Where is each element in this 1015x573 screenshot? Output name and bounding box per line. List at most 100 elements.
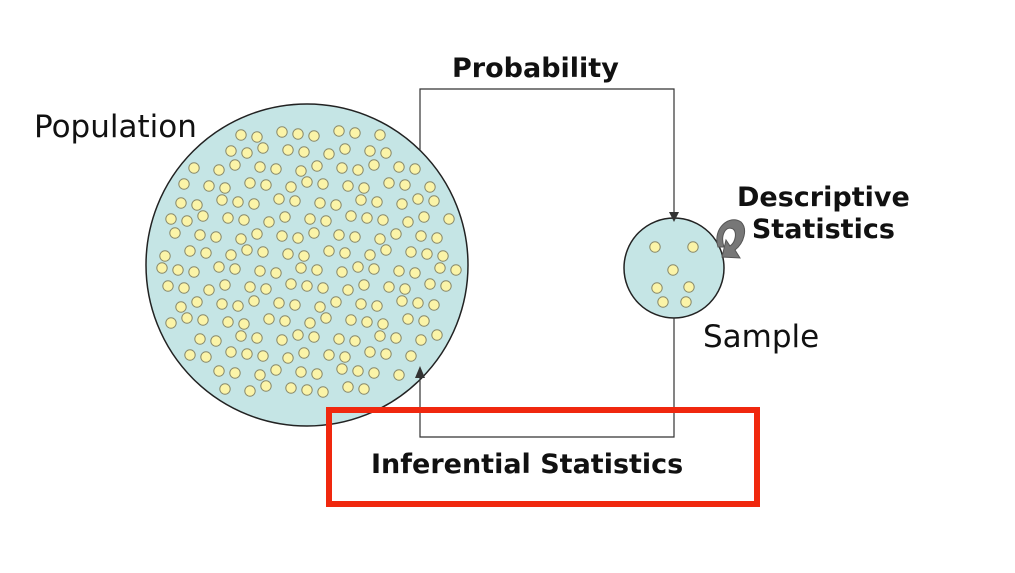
population-dot xyxy=(235,129,247,141)
population-dot xyxy=(248,198,260,210)
population-dot xyxy=(222,212,234,224)
population-dot xyxy=(295,262,307,274)
population-dot xyxy=(380,244,392,256)
population-dot xyxy=(317,178,329,190)
population-dot xyxy=(405,246,417,258)
population-dot xyxy=(393,369,405,381)
population-dot xyxy=(254,369,266,381)
population-dot xyxy=(241,244,253,256)
population-dot xyxy=(320,215,332,227)
population-dot xyxy=(304,213,316,225)
population-dot xyxy=(314,301,326,313)
population-dot xyxy=(184,245,196,257)
population-dot xyxy=(260,380,272,392)
population-dot xyxy=(251,332,263,344)
sample-dots xyxy=(649,241,699,308)
population-dot xyxy=(374,233,386,245)
inferential-statistics-label: Inferential Statistics xyxy=(371,449,684,480)
population-dot xyxy=(336,363,348,375)
population-dot xyxy=(339,351,351,363)
population-dot xyxy=(409,267,421,279)
population-dot xyxy=(191,296,203,308)
population-dot xyxy=(200,247,212,259)
population-dot xyxy=(219,383,231,395)
population-dot xyxy=(295,165,307,177)
population-dot xyxy=(241,348,253,360)
descriptive-curved-arrow-icon xyxy=(716,219,746,259)
population-dot xyxy=(298,347,310,359)
population-dot xyxy=(431,232,443,244)
population-dot xyxy=(263,216,275,228)
population-dot xyxy=(320,312,332,324)
population-dot xyxy=(440,280,452,292)
population-dot xyxy=(298,146,310,158)
population-dot xyxy=(349,335,361,347)
population-dot xyxy=(311,264,323,276)
population-dot xyxy=(244,385,256,397)
population-dot xyxy=(418,211,430,223)
descriptive-statistics-label: Descriptive Statistics xyxy=(737,182,910,247)
population-dot xyxy=(254,161,266,173)
sample-dot xyxy=(683,281,695,293)
population-dot xyxy=(349,127,361,139)
population-dot xyxy=(213,365,225,377)
population-dot xyxy=(225,346,237,358)
population-dot xyxy=(361,316,373,328)
population-dot xyxy=(216,298,228,310)
population-dots xyxy=(156,125,462,398)
population-dot xyxy=(210,231,222,243)
population-dot xyxy=(358,182,370,194)
population-dot xyxy=(260,179,272,191)
population-dot xyxy=(197,314,209,326)
population-dot xyxy=(311,368,323,380)
population-dot xyxy=(355,298,367,310)
population-dot xyxy=(443,213,455,225)
population-dot xyxy=(431,329,443,341)
population-dot xyxy=(352,365,364,377)
population-dot xyxy=(219,279,231,291)
population-dot xyxy=(229,367,241,379)
probability-label: Probability xyxy=(452,53,619,84)
probability-arrowhead xyxy=(669,212,679,222)
population-dot xyxy=(229,159,241,171)
population-dot xyxy=(333,229,345,241)
population-dot xyxy=(184,349,196,361)
population-dot xyxy=(336,266,348,278)
population-dot xyxy=(235,233,247,245)
population-dot xyxy=(364,249,376,261)
population-dot xyxy=(238,214,250,226)
population-dot xyxy=(169,227,181,239)
population-dot xyxy=(194,333,206,345)
population-dot xyxy=(421,248,433,260)
population-dot xyxy=(285,181,297,193)
population-dot xyxy=(257,350,269,362)
population-dot xyxy=(213,164,225,176)
population-dot xyxy=(374,330,386,342)
population-dot xyxy=(191,199,203,211)
population-dot xyxy=(314,197,326,209)
population-dot xyxy=(273,193,285,205)
population-dot xyxy=(377,214,389,226)
population-dot xyxy=(428,195,440,207)
population-dot xyxy=(399,179,411,191)
population-dot xyxy=(276,334,288,346)
population-dot xyxy=(349,231,361,243)
population-dot xyxy=(415,230,427,242)
population-dot xyxy=(159,250,171,262)
population-dot xyxy=(323,349,335,361)
population-dot xyxy=(172,264,184,276)
population-dot xyxy=(355,194,367,206)
population-dot xyxy=(368,159,380,171)
population-dot xyxy=(330,199,342,211)
population-dot xyxy=(285,278,297,290)
population-dot xyxy=(248,295,260,307)
population-dot xyxy=(181,215,193,227)
descriptive-line-2: Statistics xyxy=(751,214,895,246)
population-dot xyxy=(336,162,348,174)
sample-dot xyxy=(651,282,663,294)
population-dot xyxy=(216,194,228,206)
population-dot xyxy=(298,250,310,262)
population-dot xyxy=(339,247,351,259)
population-dot xyxy=(282,144,294,156)
population-dot xyxy=(333,333,345,345)
